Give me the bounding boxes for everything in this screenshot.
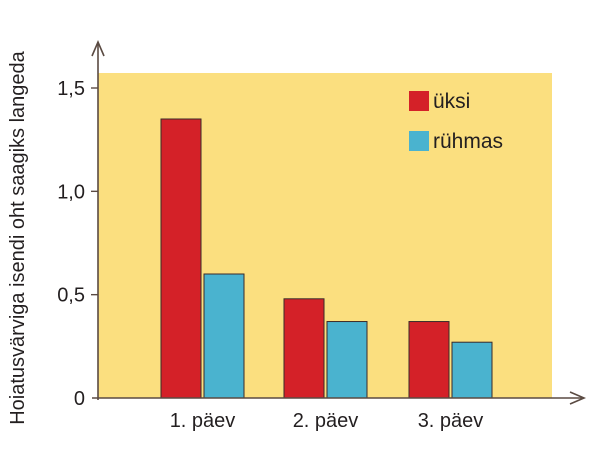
- x-ticks-group: 1. päev 2. päev 3. päev: [170, 410, 484, 432]
- bar-series2-2: [326, 321, 368, 399]
- legend-swatch-2: [409, 131, 429, 151]
- x-tick-label: 3. päev: [418, 410, 484, 432]
- x-axis-arrow: [569, 391, 587, 405]
- bar-series1-1: [160, 118, 202, 399]
- bar-series1-3: [408, 321, 450, 399]
- x-tick-label: 2. päev: [293, 410, 359, 432]
- y-ticks-group: 0 0,5 1,0 1,5: [57, 78, 98, 410]
- bar-series1-2: [283, 298, 325, 399]
- axes-group: [91, 39, 587, 405]
- legend-label-1: üksi: [433, 90, 470, 113]
- y-axis-arrow: [91, 39, 105, 57]
- y-tick-label: 1,5: [57, 78, 85, 100]
- legend-swatch-1: [409, 91, 429, 111]
- y-tick-label: 1,0: [57, 181, 85, 203]
- y-tick-label: 0,5: [57, 285, 85, 307]
- legend: üksi rühmas: [409, 90, 503, 153]
- y-axis-label: Hoiatusvärviga isendi oht saagiks langed…: [7, 50, 29, 424]
- y-tick-label: 0: [74, 388, 85, 410]
- legend-label-2: rühmas: [433, 130, 503, 153]
- bars-group: [160, 118, 493, 399]
- bar-series2-3: [451, 341, 493, 399]
- bar-series2-1: [203, 273, 245, 399]
- x-tick-label: 1. päev: [170, 410, 236, 432]
